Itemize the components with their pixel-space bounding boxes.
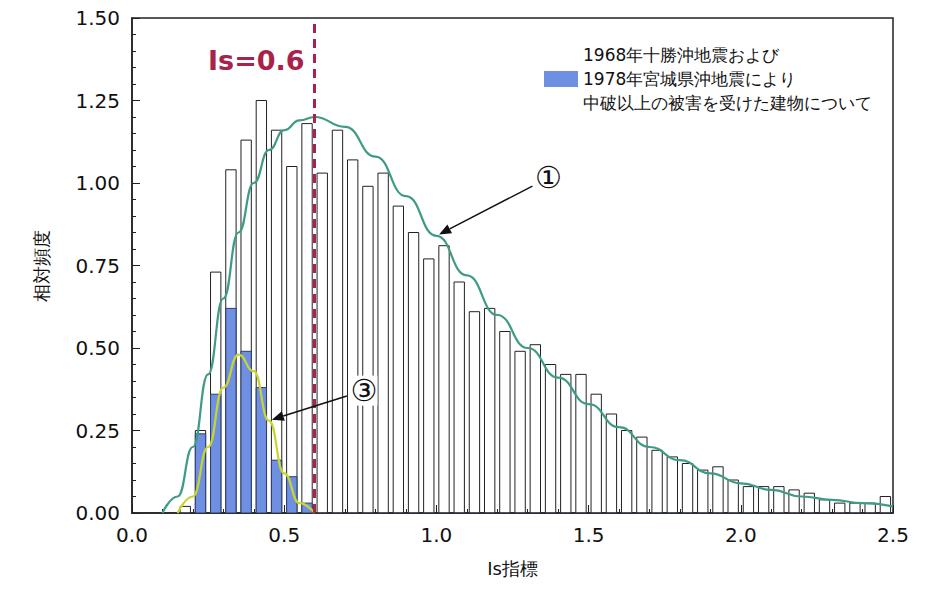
svg-text:0.00: 0.00 <box>75 501 120 525</box>
svg-text:①: ① <box>535 160 562 195</box>
svg-text:0.75: 0.75 <box>75 254 120 278</box>
svg-text:中破以上の被害を受けた建物について: 中破以上の被害を受けた建物について <box>583 93 872 113</box>
svg-text:1.5: 1.5 <box>573 523 605 547</box>
svg-text:Is=0.6: Is=0.6 <box>208 45 305 76</box>
svg-text:Is指標: Is指標 <box>487 558 538 579</box>
svg-text:1.50: 1.50 <box>75 6 120 30</box>
svg-text:2.5: 2.5 <box>877 523 909 547</box>
svg-text:0.5: 0.5 <box>268 523 300 547</box>
svg-text:1.25: 1.25 <box>75 89 120 113</box>
svg-text:1968年十勝沖地震および: 1968年十勝沖地震および <box>583 45 780 65</box>
svg-text:0.25: 0.25 <box>75 419 120 443</box>
svg-text:1.00: 1.00 <box>75 171 120 195</box>
svg-text:③: ③ <box>351 373 378 408</box>
svg-text:1.0: 1.0 <box>420 523 452 547</box>
svg-text:1978年宮城県沖地震により: 1978年宮城県沖地震により <box>583 69 796 89</box>
svg-text:0.50: 0.50 <box>75 336 120 360</box>
svg-text:0.0: 0.0 <box>116 523 148 547</box>
svg-text:2.0: 2.0 <box>725 523 757 547</box>
svg-text:相対頻度: 相対頻度 <box>31 230 52 302</box>
